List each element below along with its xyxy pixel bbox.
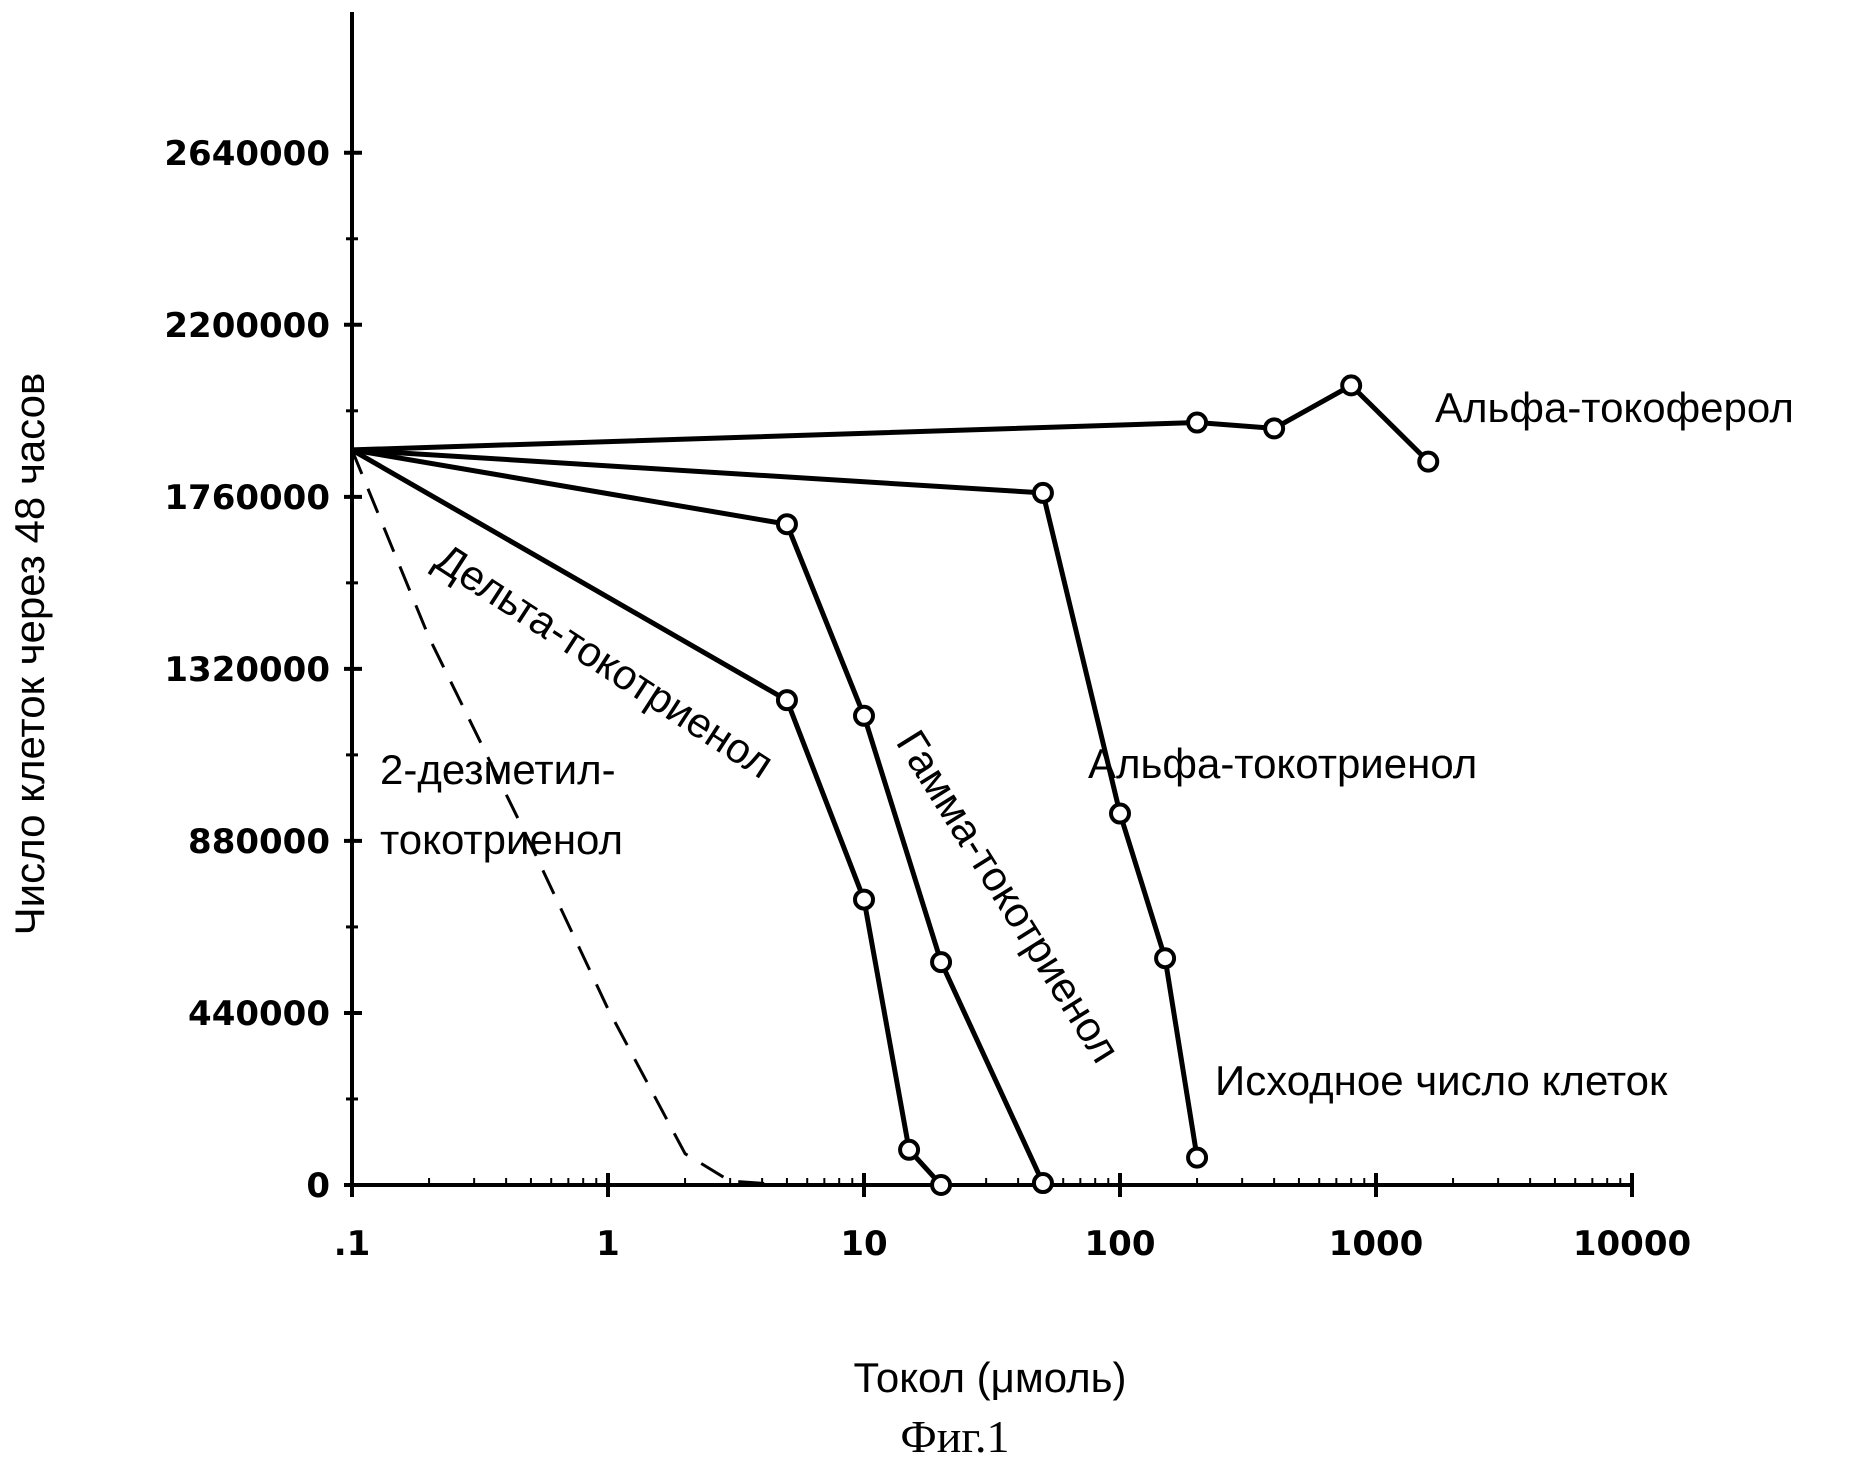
y-tick-label: 1760000 — [164, 478, 330, 518]
data-point — [778, 691, 796, 709]
x-tick-label: 1000 — [1329, 1224, 1424, 1264]
data-point — [1188, 414, 1206, 432]
label-desmethyl-line2: токотриенол — [380, 816, 623, 863]
label-alpha-tocopherol: Альфа-токоферол — [1435, 384, 1794, 431]
data-point — [778, 515, 796, 533]
data-point — [1265, 419, 1283, 437]
y-tick-label: 2640000 — [164, 134, 330, 174]
y-tick-label: 880000 — [188, 822, 330, 862]
y-axis-title: Число клеток через 48 часов — [6, 373, 53, 936]
label-alpha-tocotrienol: Альфа-токотриенол — [1088, 740, 1477, 787]
y-tick-label: 440000 — [188, 994, 330, 1034]
y-tick-label: 2200000 — [164, 306, 330, 346]
x-tick-label: 10000 — [1573, 1224, 1691, 1264]
x-tick-label: 1 — [596, 1224, 620, 1264]
figure-caption: Фиг.1 — [900, 1411, 1009, 1462]
label-initial-cell-count: Исходное число клеток — [1215, 1057, 1668, 1104]
x-tick-label: 100 — [1085, 1224, 1156, 1264]
y-tick-label: 1320000 — [164, 650, 330, 690]
data-point — [932, 1176, 950, 1194]
data-point — [1034, 484, 1052, 502]
x-tick-label: .1 — [334, 1224, 371, 1264]
data-point — [1188, 1149, 1206, 1167]
data-point — [1111, 805, 1129, 823]
data-point — [855, 891, 873, 909]
x-axis-title: Токол (μмоль) — [853, 1354, 1126, 1401]
data-point — [900, 1141, 918, 1159]
data-point — [1342, 376, 1360, 394]
x-tick-label: 10 — [840, 1224, 887, 1264]
label-desmethyl-line1: 2-дезметил- — [380, 746, 616, 793]
data-point — [855, 707, 873, 725]
y-tick-label: 0 — [306, 1166, 330, 1206]
data-point — [932, 953, 950, 971]
data-point — [1156, 949, 1174, 967]
data-point — [1419, 453, 1437, 471]
data-point — [1034, 1174, 1052, 1192]
